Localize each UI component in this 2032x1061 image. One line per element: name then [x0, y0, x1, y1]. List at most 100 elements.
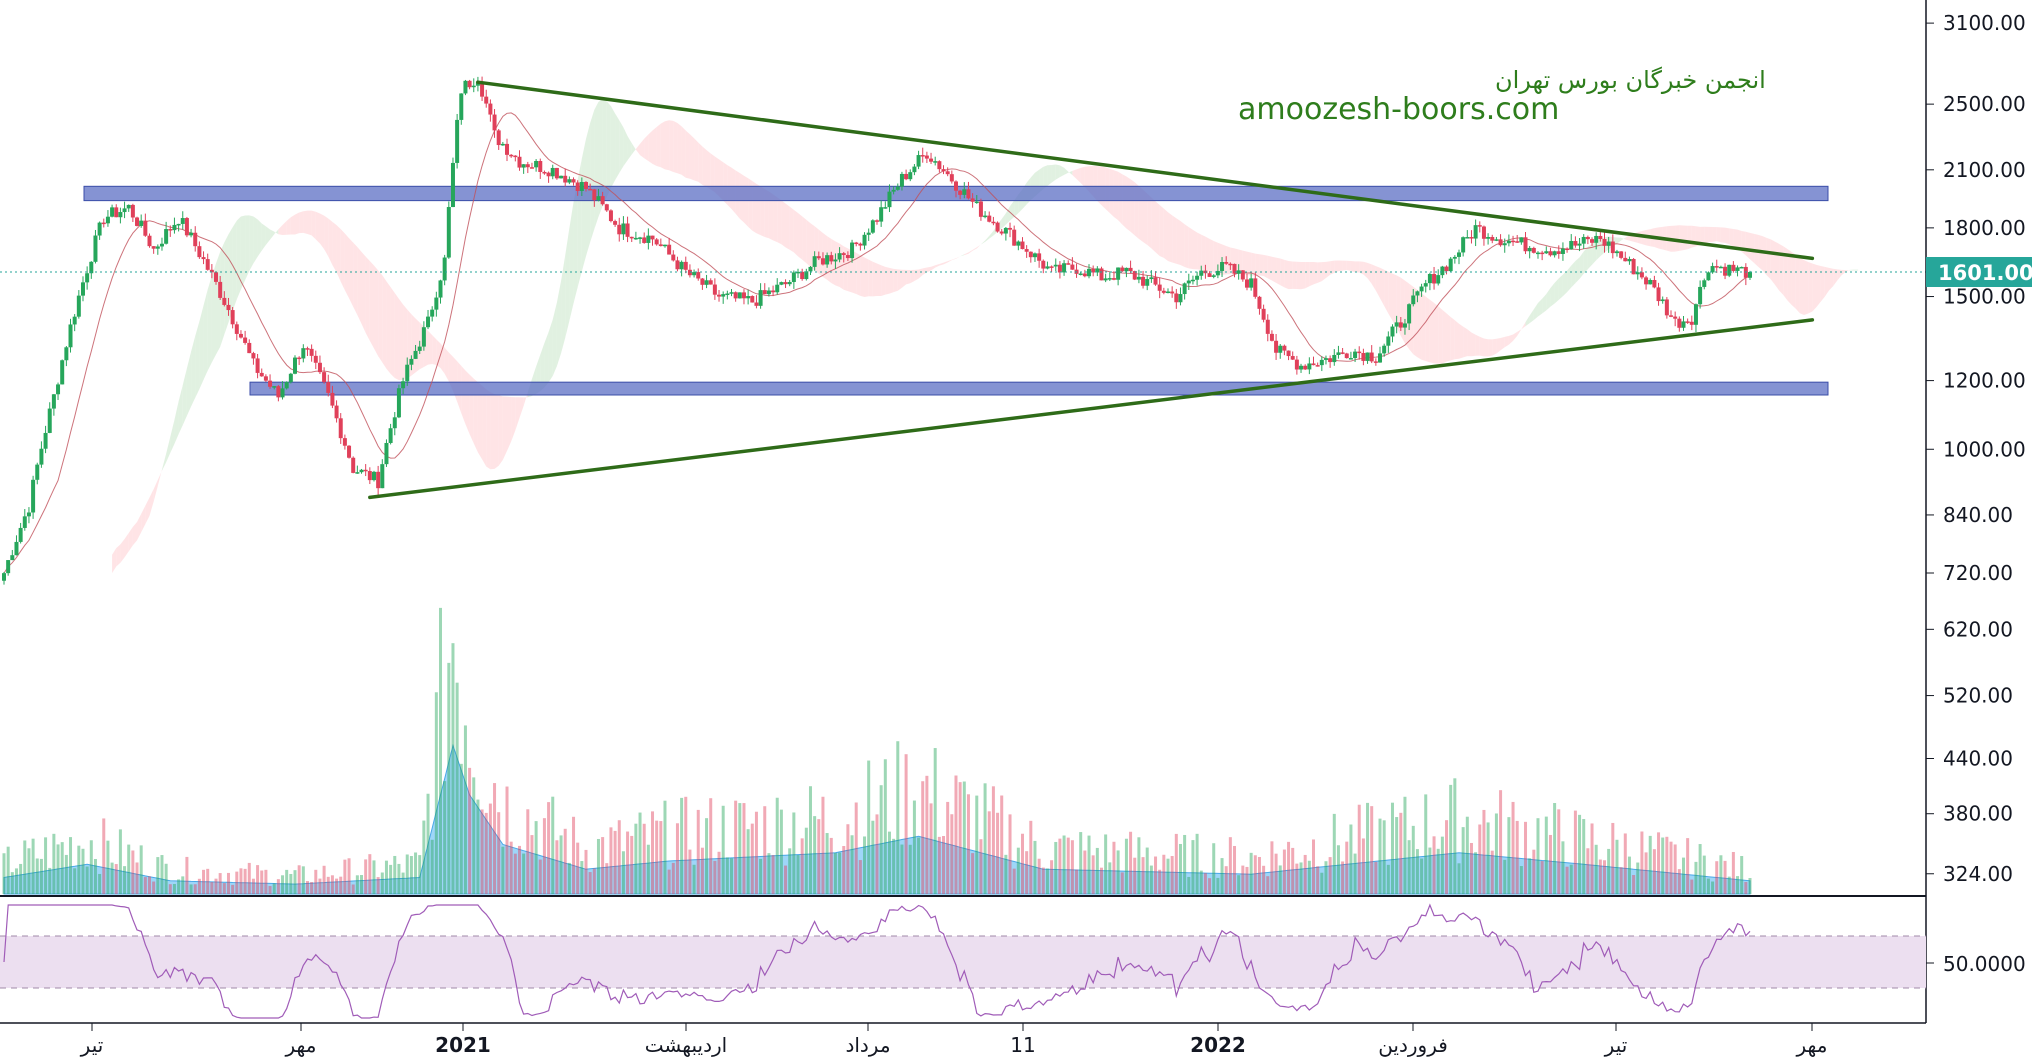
- candle-body[interactable]: [1394, 322, 1399, 327]
- candle-body[interactable]: [1020, 241, 1025, 250]
- candle-body[interactable]: [1386, 336, 1391, 346]
- candle-body[interactable]: [833, 259, 838, 262]
- candle-body[interactable]: [268, 380, 273, 387]
- candle-body[interactable]: [334, 405, 339, 419]
- candle-body[interactable]: [197, 246, 202, 258]
- candle-body[interactable]: [1008, 227, 1013, 230]
- candle-body[interactable]: [687, 269, 692, 276]
- candle-body[interactable]: [729, 292, 734, 294]
- candle-body[interactable]: [554, 167, 559, 179]
- candle-body[interactable]: [891, 189, 896, 192]
- candle-body[interactable]: [309, 348, 314, 356]
- candle-body[interactable]: [700, 278, 705, 285]
- candle-body[interactable]: [434, 297, 439, 310]
- candle-body[interactable]: [883, 207, 888, 209]
- candle-body[interactable]: [1373, 361, 1378, 363]
- candle-body[interactable]: [1070, 264, 1075, 270]
- candle-body[interactable]: [1236, 270, 1241, 274]
- candle-body[interactable]: [1170, 291, 1175, 294]
- candle-body[interactable]: [1486, 236, 1491, 239]
- candle-body[interactable]: [1195, 275, 1200, 280]
- candle-body[interactable]: [1282, 345, 1287, 351]
- candle-body[interactable]: [1577, 243, 1582, 246]
- candle-body[interactable]: [130, 204, 135, 218]
- candle-body[interactable]: [1332, 354, 1337, 363]
- candle-body[interactable]: [1710, 266, 1715, 273]
- candle-body[interactable]: [64, 347, 69, 361]
- candle-body[interactable]: [313, 355, 318, 363]
- candle-body[interactable]: [484, 96, 489, 104]
- candle-body[interactable]: [1136, 276, 1141, 280]
- candle-body[interactable]: [525, 164, 530, 168]
- candle-body[interactable]: [1527, 247, 1532, 252]
- candle-body[interactable]: [733, 292, 738, 299]
- candle-body[interactable]: [1660, 299, 1665, 302]
- candle-body[interactable]: [588, 188, 593, 191]
- candle-body[interactable]: [841, 253, 846, 255]
- candle-body[interactable]: [338, 418, 343, 439]
- candle-body[interactable]: [875, 220, 879, 222]
- candle-body[interactable]: [538, 160, 543, 172]
- candle-body[interactable]: [1407, 304, 1412, 324]
- candle-body[interactable]: [1702, 280, 1707, 287]
- candle-body[interactable]: [1178, 294, 1183, 303]
- candle-body[interactable]: [347, 445, 352, 458]
- candle-body[interactable]: [1153, 277, 1158, 285]
- candle-body[interactable]: [1565, 248, 1570, 251]
- candle-body[interactable]: [259, 372, 264, 377]
- candle-body[interactable]: [1215, 270, 1220, 276]
- candle-body[interactable]: [1348, 358, 1353, 360]
- candle-body[interactable]: [1141, 276, 1146, 286]
- candle-body[interactable]: [671, 254, 676, 261]
- candle-body[interactable]: [725, 293, 730, 295]
- candle-body[interactable]: [1012, 229, 1017, 246]
- candle-body[interactable]: [1714, 266, 1719, 268]
- candle-body[interactable]: [563, 175, 568, 183]
- candle-body[interactable]: [1461, 237, 1466, 253]
- candle-body[interactable]: [1548, 251, 1553, 256]
- candle-body[interactable]: [825, 255, 830, 265]
- candle-body[interactable]: [820, 258, 825, 265]
- candle-body[interactable]: [480, 81, 485, 97]
- support-zone[interactable]: [249, 381, 1829, 396]
- candle-body[interactable]: [147, 235, 152, 247]
- candle-body[interactable]: [396, 388, 401, 418]
- candle-body[interactable]: [870, 220, 875, 233]
- candle-body[interactable]: [301, 348, 306, 359]
- candle-body[interactable]: [409, 358, 414, 365]
- candle-body[interactable]: [571, 179, 576, 183]
- candle-body[interactable]: [1286, 350, 1291, 357]
- candle-body[interactable]: [388, 428, 393, 443]
- candle-body[interactable]: [405, 364, 410, 382]
- candle-body[interactable]: [945, 171, 950, 175]
- candle-body[interactable]: [1519, 237, 1524, 243]
- candle-body[interactable]: [1382, 345, 1387, 354]
- candle-body[interactable]: [862, 234, 867, 246]
- candle-body[interactable]: [1161, 290, 1166, 293]
- candle-body[interactable]: [1673, 316, 1678, 319]
- candle-body[interactable]: [1452, 256, 1457, 259]
- candle-body[interactable]: [987, 215, 992, 222]
- candle-body[interactable]: [172, 224, 177, 231]
- candle-body[interactable]: [1082, 273, 1087, 277]
- candle-body[interactable]: [1465, 237, 1470, 239]
- candle-body[interactable]: [1569, 240, 1574, 250]
- candle-body[interactable]: [812, 256, 817, 267]
- candle-body[interactable]: [234, 324, 239, 334]
- candle-body[interactable]: [983, 215, 988, 218]
- candle-body[interactable]: [114, 207, 119, 218]
- candle-body[interactable]: [151, 246, 156, 249]
- candle-body[interactable]: [1552, 251, 1557, 256]
- candle-body[interactable]: [1602, 239, 1607, 246]
- candle-body[interactable]: [35, 464, 40, 480]
- candle-body[interactable]: [446, 207, 451, 258]
- candle-body[interactable]: [758, 290, 763, 306]
- candle-body[interactable]: [1087, 268, 1092, 277]
- candle-body[interactable]: [1378, 353, 1383, 363]
- candle-body[interactable]: [1336, 352, 1341, 355]
- candle-body[interactable]: [1323, 358, 1328, 360]
- candle-body[interactable]: [1411, 295, 1416, 305]
- candle-body[interactable]: [417, 346, 422, 351]
- candle-body[interactable]: [1619, 251, 1624, 258]
- candle-body[interactable]: [1062, 263, 1067, 273]
